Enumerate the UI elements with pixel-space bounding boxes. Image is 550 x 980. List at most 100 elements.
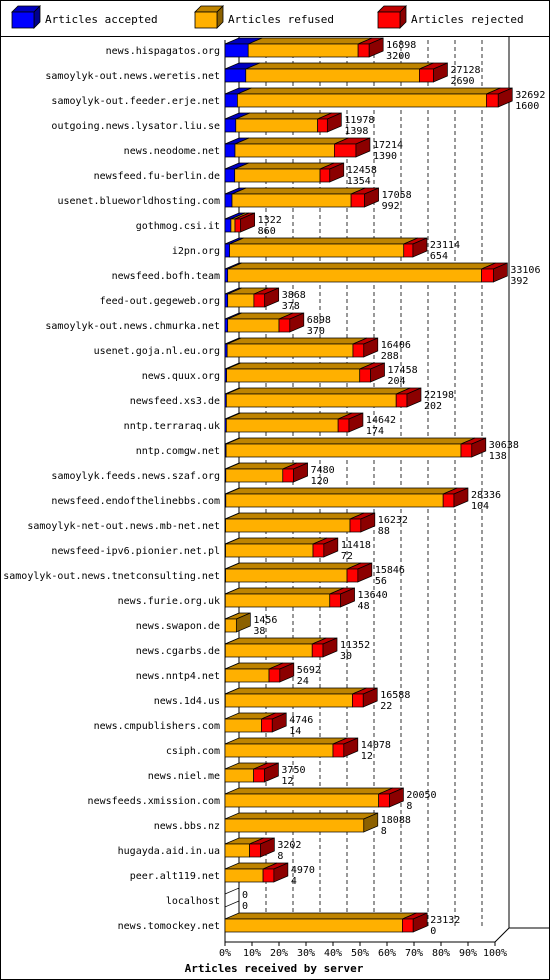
bar-side — [293, 462, 308, 483]
bar-empty — [224, 887, 240, 908]
bar-side — [406, 387, 422, 408]
value-label-top: 20050 — [406, 790, 436, 801]
bar-segment-1 — [224, 93, 238, 108]
bar-segment-2 — [229, 243, 405, 258]
x-axis-label: Articles received by server — [185, 962, 364, 975]
bar-side — [364, 187, 379, 208]
value-label-bottom: 8 — [406, 801, 412, 812]
x-tick-label: 40% — [324, 948, 342, 959]
bar-side — [279, 662, 295, 683]
bar-segment-top-2 — [226, 412, 353, 420]
bar-segment-top-2 — [237, 87, 501, 95]
value-label-top: 6898 — [307, 315, 331, 326]
bar-row-18 — [224, 462, 308, 483]
bar-segment-top-2 — [227, 337, 368, 345]
bar-row-9 — [224, 237, 428, 258]
value-label-top: 11978 — [344, 115, 374, 126]
category-label: outgoing.news.lysator.liu.se — [51, 121, 220, 132]
bar-row-2 — [224, 62, 448, 83]
category-label: news.hispagatos.org — [106, 46, 220, 57]
value-label-bottom: 202 — [424, 401, 442, 412]
bar-segment-2 — [225, 543, 314, 558]
bar-segment-3 — [403, 243, 414, 258]
bar-segment-2 — [226, 418, 339, 433]
bar-side — [264, 762, 279, 783]
bar-segment-top-2 — [234, 162, 335, 170]
category-label: feed-out.gegeweb.org — [100, 296, 220, 307]
legend-swatch — [11, 11, 35, 29]
category-label: samoylyk-net-out.news.mb-net.net — [27, 521, 220, 532]
bar-row-21 — [224, 537, 339, 558]
value-label-bottom: 120 — [311, 476, 329, 487]
bar-segment-2 — [231, 193, 352, 208]
value-label-top: 4970 — [291, 865, 315, 876]
bar-side — [323, 537, 339, 558]
bar-segment-2 — [226, 343, 354, 358]
bar-segment-3 — [268, 668, 281, 683]
bar-segment-3 — [352, 343, 365, 358]
x-axis: 0% 10% 20% 30% 40% 50% 60% 70% 80% 90% 100% — [219, 927, 549, 959]
value-label-bottom: 138 — [489, 451, 507, 462]
x-tick-label: 50% — [351, 948, 369, 959]
value-label-bottom: 3200 — [386, 51, 410, 62]
value-label-bottom: 370 — [307, 326, 325, 337]
category-label: news.niel.me — [148, 771, 220, 782]
value-label-top: 16232 — [378, 515, 408, 526]
value-label-top: 11418 — [341, 540, 371, 551]
bar-segment-3 — [253, 293, 266, 308]
bar-segment-3 — [378, 793, 390, 808]
bar-segment-2 — [225, 518, 351, 533]
bar-segment-2 — [225, 468, 284, 483]
bar-row-35 — [224, 887, 240, 908]
bar-segment-3 — [317, 118, 328, 133]
legend-swatch — [377, 11, 401, 29]
bar-segment-2 — [225, 443, 462, 458]
bar-segment-3 — [346, 568, 359, 583]
bar-segment-3 — [311, 643, 324, 658]
bar-segment-top-2 — [224, 812, 378, 820]
bar-segment-2 — [245, 68, 420, 83]
bar-side — [289, 312, 305, 333]
bar-row-11 — [224, 287, 280, 308]
category-label: usenet.goja.nl.eu.org — [94, 346, 220, 357]
bar-segment-2 — [237, 93, 487, 108]
bar-side — [348, 412, 364, 433]
bar-row-30 — [224, 762, 279, 783]
category-label: news.quux.org — [142, 371, 220, 382]
value-label-bottom: 56 — [375, 576, 387, 587]
category-label: news.cgarbs.de — [136, 646, 220, 657]
bar-segment-top-2 — [225, 562, 362, 570]
bar-segment-3 — [253, 768, 265, 783]
x-tick-label: 60% — [378, 948, 396, 959]
category-label: newsfeed.bofh.team — [112, 271, 220, 282]
bar-segment-2 — [227, 318, 280, 333]
value-label-top: 5692 — [297, 665, 321, 676]
value-label-bottom: 860 — [258, 226, 276, 237]
bar-segment-top-2 — [225, 437, 476, 445]
bar-segment-3 — [262, 868, 275, 883]
category-label: news.neodome.net — [124, 146, 220, 157]
bar-segment-2 — [225, 568, 348, 583]
value-label-bottom: 24 — [297, 676, 309, 687]
bar-segment-top-2 — [225, 537, 328, 545]
bar-segment-3 — [352, 693, 364, 708]
bar-side — [363, 337, 379, 358]
legend: Articles accepted Articles refused Article… — [11, 5, 524, 29]
category-label: news.swapon.de — [136, 621, 220, 632]
bar-segment-top-2 — [224, 737, 348, 745]
bar-row-24 — [224, 612, 251, 633]
value-label-bottom: 2690 — [450, 76, 474, 87]
category-label: news.furie.org.uk — [118, 596, 220, 607]
value-label-bottom: 22 — [380, 701, 392, 712]
bar-segment-2 — [224, 593, 331, 608]
x-tick-label: 30% — [297, 948, 315, 959]
bar-row-23 — [224, 587, 355, 608]
bar-segment-3 — [319, 168, 331, 183]
bar-side — [368, 37, 384, 58]
bar-segment-1 — [224, 168, 236, 183]
bar-segment-top-2 — [225, 687, 367, 695]
category-label: news.nntp4.net — [136, 671, 220, 682]
category-label: newsfeed.fu-berlin.de — [94, 171, 220, 182]
value-label-top: 30638 — [489, 440, 519, 451]
